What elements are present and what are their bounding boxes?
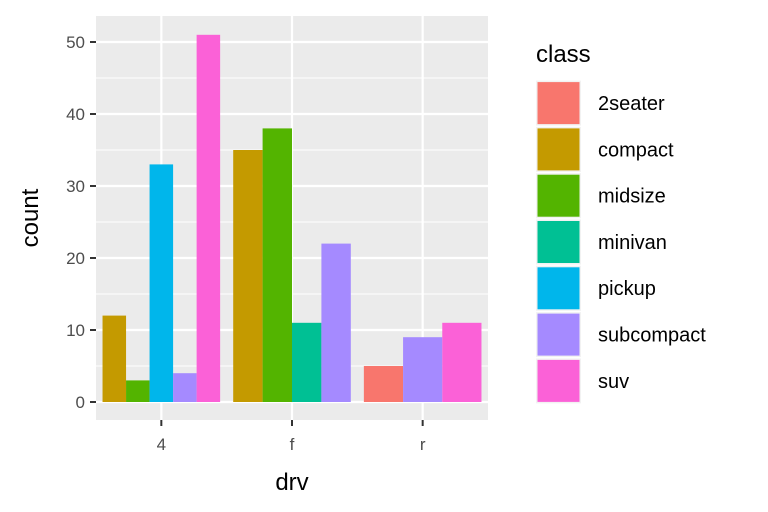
bar-suv-r xyxy=(442,322,482,402)
y-tick-label: 20 xyxy=(66,249,85,268)
x-tick-label: r xyxy=(420,435,426,454)
legend-label-subcompact: subcompact xyxy=(598,325,706,347)
bar-suv-4 xyxy=(196,34,221,403)
y-tick-label: 10 xyxy=(66,321,85,340)
legend-key-2seater xyxy=(537,82,580,125)
legend-key-subcompact xyxy=(537,313,580,356)
bars xyxy=(102,34,482,403)
legend-label-suv: suv xyxy=(598,371,629,393)
y-axis: 0 10 20 30 40 50 xyxy=(66,33,96,412)
legend: class 2seater compact midsize minivan pickup… xyxy=(536,41,706,404)
legend-label-minivan: minivan xyxy=(598,232,667,254)
x-tick-label: 4 xyxy=(157,435,166,454)
legend-label-2seater: 2seater xyxy=(598,93,665,115)
bar-compact-4 xyxy=(102,315,127,402)
bar-pickup-4 xyxy=(149,164,174,402)
bar-midsize-4 xyxy=(126,380,150,402)
legend-key-pickup xyxy=(537,267,580,310)
x-tick-label: f xyxy=(290,435,295,454)
y-tick-label: 0 xyxy=(76,393,85,412)
bar-subcompact-r xyxy=(403,337,443,402)
y-tick-label: 30 xyxy=(66,177,85,196)
y-tick-label: 40 xyxy=(66,105,85,124)
y-axis-title: count xyxy=(17,188,44,247)
bar-2seater-r xyxy=(363,366,404,402)
legend-label-midsize: midsize xyxy=(598,186,666,208)
bar-subcompact-4 xyxy=(173,373,197,402)
x-axis-title: drv xyxy=(275,469,308,496)
legend-label-pickup: pickup xyxy=(598,278,656,300)
legend-key-compact xyxy=(537,128,580,171)
legend-key-minivan xyxy=(537,221,580,263)
legend-title: class xyxy=(536,41,591,68)
legend-key-suv xyxy=(537,359,580,402)
bar-midsize-f xyxy=(262,128,292,402)
x-axis: 4 f r xyxy=(157,420,426,454)
legend-key-midsize xyxy=(537,174,580,217)
bar-compact-f xyxy=(233,150,263,402)
y-tick-label: 50 xyxy=(66,33,85,52)
bar-subcompact-f xyxy=(321,243,351,402)
bar-minivan-f xyxy=(292,322,322,402)
legend-label-compact: compact xyxy=(598,139,674,161)
